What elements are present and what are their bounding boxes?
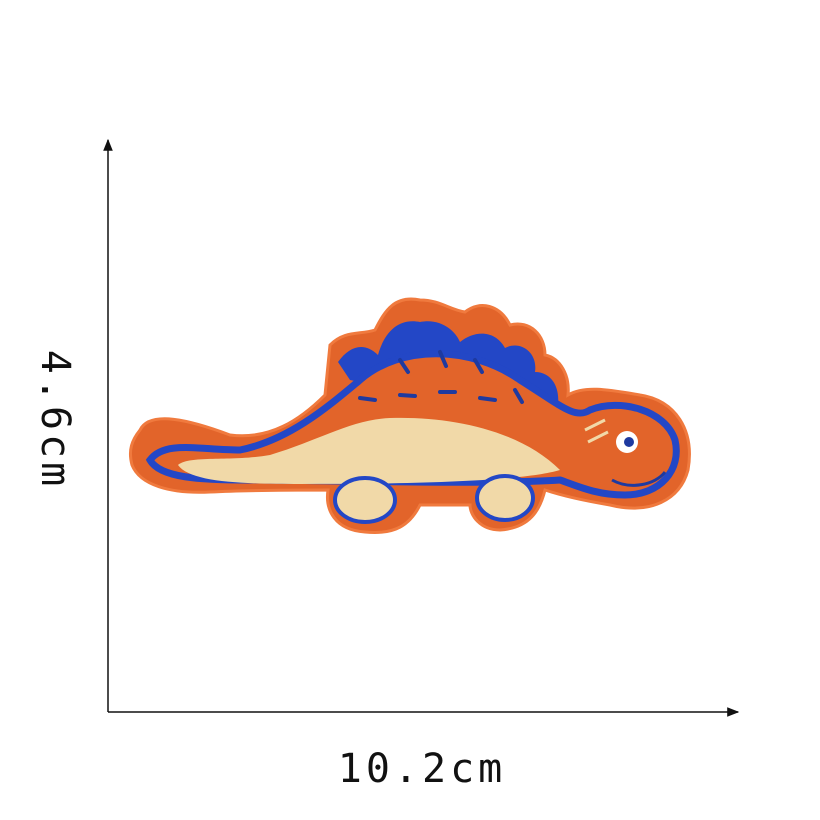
height-label: 4.6cm	[32, 350, 78, 490]
dinosaur-patch	[128, 297, 691, 535]
width-label: 10.2cm	[338, 746, 507, 792]
